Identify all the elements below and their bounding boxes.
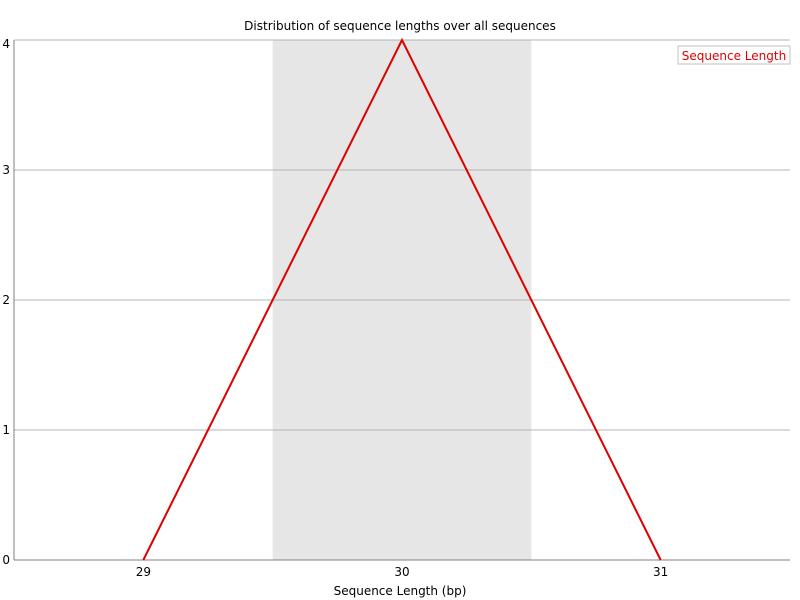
chart-title: Distribution of sequence lengths over al… <box>244 19 556 33</box>
x-tick-label-29: 29 <box>136 565 151 579</box>
x-axis-label: Sequence Length (bp) <box>334 584 467 598</box>
legend-box <box>677 45 791 65</box>
plot-area: 0 1 2 3 4 29 30 31 <box>2 37 790 579</box>
x-tick-label-30: 30 <box>394 565 409 579</box>
y-tick-label-2: 2 <box>2 293 10 307</box>
y-tick-label-3: 3 <box>2 163 10 177</box>
legend: Sequence Length <box>677 45 791 65</box>
y-tick-label-0: 0 <box>2 553 10 567</box>
y-tick-label-4: 4 <box>2 37 10 51</box>
y-tick-label-1: 1 <box>2 423 10 437</box>
legend-entry-sequence-length: Sequence Length <box>682 49 786 63</box>
x-tick-label-31: 31 <box>653 565 668 579</box>
